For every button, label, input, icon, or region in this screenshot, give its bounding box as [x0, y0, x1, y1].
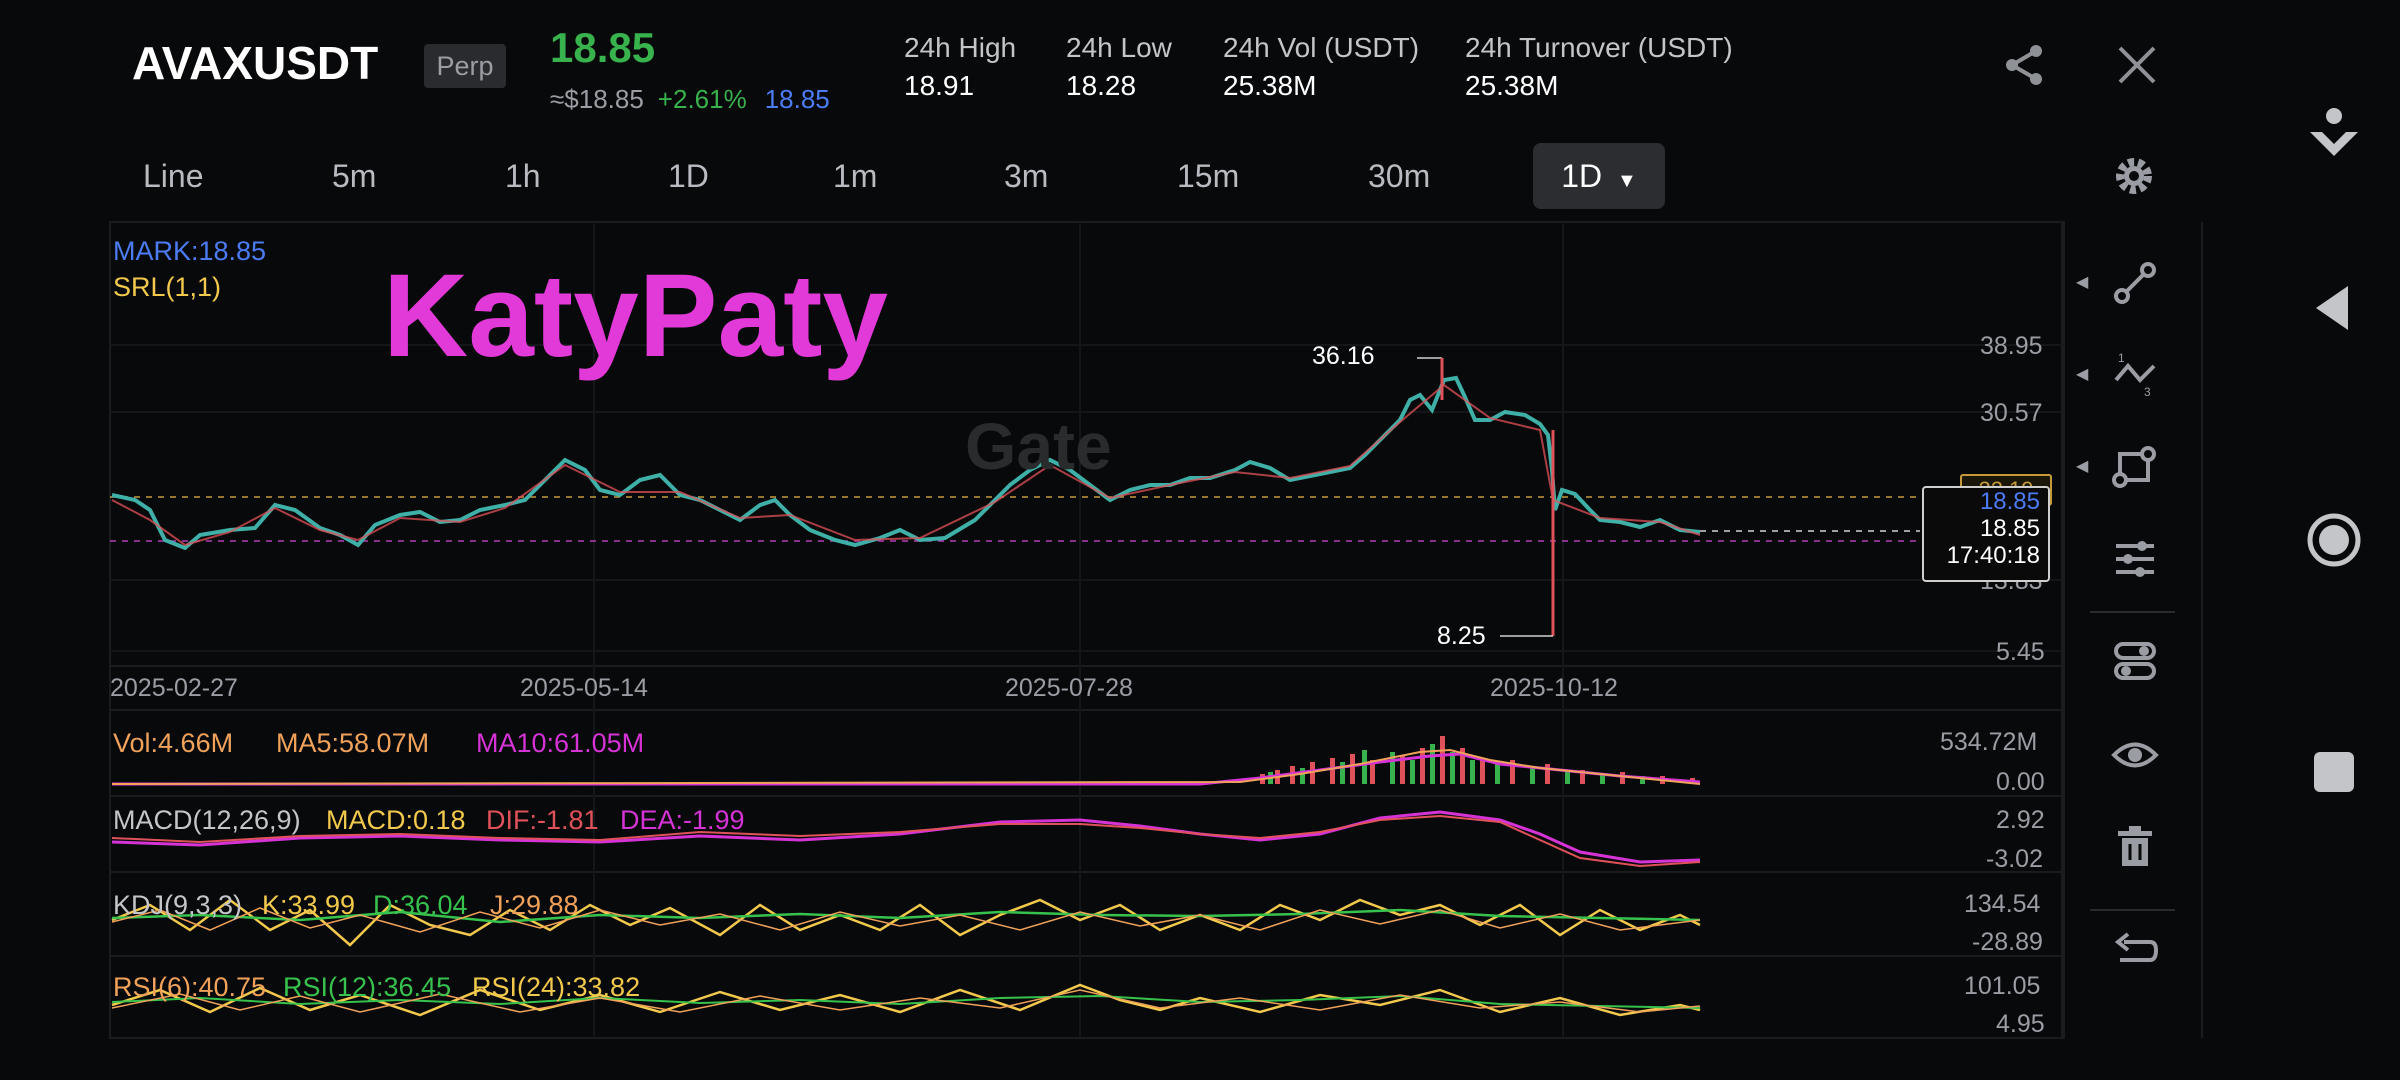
download-icon[interactable] [2304, 104, 2364, 164]
svg-text:1: 1 [2118, 351, 2125, 365]
rsi-12: RSI(12):36.45 [283, 972, 452, 1002]
contract-type-badge: Perp [424, 44, 506, 88]
vol-ma5: MA5:58.07M [276, 728, 430, 758]
kdj-d: D:36.04 [373, 890, 468, 920]
rsi-24: RSI(24):33.82 [472, 972, 641, 1002]
macd-value: MACD:0.18 [326, 805, 466, 835]
rsi-max: 101.05 [1964, 972, 2041, 1000]
macd-dif: DIF:-1.81 [486, 805, 599, 835]
stat-24h-high-value: 18.91 [904, 70, 975, 101]
tab-line[interactable]: Line [143, 158, 204, 194]
y-tick: 30.57 [1980, 399, 2043, 427]
last-price: 18.85 [550, 24, 656, 71]
stat-24h-vol-label: 24h Vol (USDT) [1223, 32, 1420, 63]
indicator-icon[interactable] [2110, 636, 2160, 686]
brand-watermark: Gate [965, 409, 1112, 483]
tab-3m[interactable]: 3m [1004, 158, 1049, 194]
x-date: 2025-10-12 [1490, 674, 1618, 702]
tab-1h[interactable]: 1h [505, 158, 541, 194]
rsi-6: RSI(6):40.75 [113, 972, 267, 1002]
kdj-title: KDJ(9,3,3) [113, 890, 243, 920]
current-price-box: 18.85 18.85 17:40:18 [1922, 486, 2050, 582]
price-box-last: 18.85 [1979, 515, 2040, 542]
mark-price: 18.85 [764, 84, 830, 114]
caret-down-icon: ▼ [1617, 170, 1637, 192]
kdj-min: -28.89 [1972, 928, 2043, 956]
tab-1d[interactable]: 1D [668, 158, 709, 194]
macd-min: -3.02 [1986, 845, 2043, 873]
tab-15m[interactable]: 15m [1177, 158, 1240, 194]
stat-24h-high-label: 24h High [904, 32, 1017, 63]
trash-icon[interactable] [2110, 822, 2160, 872]
srl-label: SRL(1,1) [113, 272, 222, 302]
tab-30m[interactable]: 30m [1368, 158, 1431, 194]
high-marker: 36.16 [1312, 342, 1375, 370]
trend-line-icon[interactable] [2110, 258, 2160, 308]
vol-ma10: MA10:61.05M [476, 728, 645, 758]
vol-min: 0.00 [1996, 768, 2045, 796]
tool-expand-icon[interactable]: ◀ [2076, 458, 2089, 475]
share-icon[interactable] [2000, 40, 2050, 90]
macd-title: MACD(12,26,9) [113, 805, 301, 835]
tab-5m[interactable]: 5m [332, 158, 377, 194]
stat-24h-low-value: 18.28 [1066, 70, 1137, 101]
macd-dea: DEA:-1.99 [620, 805, 745, 835]
shape-icon[interactable] [2110, 442, 2160, 492]
change-percent: +2.61% [657, 84, 747, 114]
tab-1m[interactable]: 1m [833, 158, 878, 194]
x-date: 2025-02-27 [110, 674, 238, 702]
rsi-min: 4.95 [1996, 1010, 2045, 1038]
undo-icon[interactable] [2110, 928, 2160, 978]
mark-label: MARK:18.85 [113, 236, 267, 266]
user-watermark-text: KatyPaty [383, 250, 889, 382]
timeframe-dropdown[interactable]: 1D ▼ [1533, 143, 1665, 209]
y-tick: 38.95 [1980, 332, 2043, 360]
stat-24h-turnover-value: 25.38M [1465, 70, 1559, 101]
symbol-title[interactable]: AVAXUSDT [132, 37, 379, 89]
x-date: 2025-05-14 [520, 674, 648, 702]
stat-24h-turnover-label: 24h Turnover (USDT) [1465, 32, 1733, 63]
recents-icon[interactable] [2304, 742, 2364, 802]
gear-icon[interactable] [2110, 152, 2158, 200]
home-icon[interactable] [2304, 510, 2364, 570]
kdj-max: 134.54 [1964, 890, 2041, 918]
back-icon[interactable] [2304, 278, 2364, 338]
kdj-k: K:33.99 [262, 890, 356, 920]
low-marker: 8.25 [1437, 622, 1486, 650]
price-subline: ≈$18.85 +2.61% 18.85 [550, 84, 830, 115]
macd-max: 2.92 [1996, 806, 2045, 834]
tool-expand-icon[interactable]: ◀ [2076, 274, 2089, 291]
kdj-j: J:29.88 [490, 890, 579, 920]
stat-24h-low-label: 24h Low [1066, 32, 1172, 63]
vol-max: 534.72M [1940, 728, 2038, 756]
tool-expand-icon[interactable]: ◀ [2076, 366, 2089, 383]
close-icon[interactable] [2112, 40, 2162, 90]
svg-text:3: 3 [2144, 385, 2151, 399]
x-date: 2025-07-28 [1005, 674, 1133, 702]
fib-icon[interactable]: 1 3 [2110, 350, 2160, 400]
vol-value: Vol:4.66M [113, 728, 234, 758]
eye-icon[interactable] [2110, 730, 2160, 780]
price-box-countdown: 17:40:18 [1946, 542, 2040, 569]
y-tick: 5.45 [1996, 638, 2045, 666]
price-box-mark: 18.85 [1979, 488, 2040, 515]
adjust-icon[interactable] [2110, 534, 2160, 584]
stat-24h-vol-value: 25.38M [1223, 70, 1317, 101]
approx-price: ≈$18.85 [550, 84, 644, 114]
timeframe-dropdown-label: 1D [1561, 158, 1603, 194]
